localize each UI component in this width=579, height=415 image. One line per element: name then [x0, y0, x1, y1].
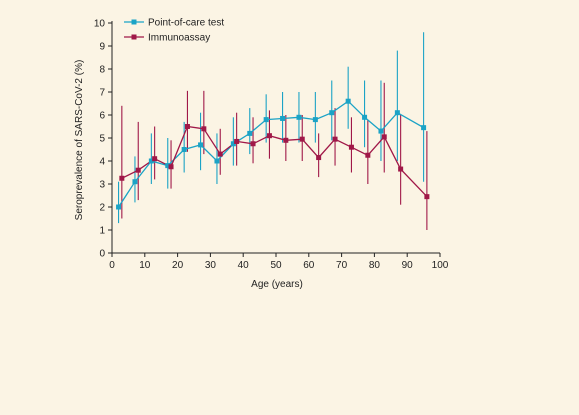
point-of-care-test-point: [214, 158, 220, 164]
point-of-care-test-point: [148, 158, 154, 164]
y-tick-label: 1: [99, 226, 105, 237]
point-of-care-test-point: [198, 142, 204, 148]
immunoassay-point: [283, 137, 289, 143]
immunoassay-point: [184, 124, 190, 129]
point-of-care-test-point: [394, 110, 400, 116]
point-of-care-test-point: [181, 147, 187, 152]
x-tick-label: 100: [432, 260, 449, 271]
data-markers: [116, 98, 430, 210]
point-of-care-test-point: [280, 115, 286, 121]
x-tick-label: 90: [402, 260, 414, 271]
y-tick-label: 5: [99, 134, 105, 145]
immunoassay-point: [348, 144, 354, 150]
immunoassay-point: [234, 138, 240, 144]
point-of-care-test-point: [230, 141, 236, 147]
y-tick-label: 0: [99, 249, 105, 260]
y-tick-label: 9: [99, 42, 105, 53]
point-of-care-test-point: [378, 128, 384, 134]
point-of-care-test-point: [421, 125, 427, 131]
point-of-care-test-point: [165, 163, 171, 169]
immunoassay-point: [168, 164, 174, 170]
immunoassay-point: [119, 175, 125, 181]
immunoassay-point: [299, 136, 305, 142]
y-tick-label: 7: [99, 88, 105, 99]
immunoassay-point: [381, 134, 387, 140]
legend-label-immunoassay: Immunoassay: [148, 33, 210, 44]
immunoassay-point: [266, 133, 272, 139]
point-of-care-test-point: [329, 110, 335, 116]
x-tick-label: 80: [369, 260, 381, 271]
immunoassay-point: [152, 156, 158, 162]
point-of-care-test-point: [132, 179, 138, 185]
immunoassay-point: [201, 126, 207, 132]
point-of-care-test-point: [345, 98, 351, 104]
legend-marker-point-of-care-test: [131, 19, 137, 25]
x-tick-label: 40: [238, 260, 250, 271]
x-tick-label: 60: [303, 260, 315, 271]
immunoassay-point: [424, 194, 430, 200]
point-of-care-test-point: [116, 204, 122, 210]
x-tick-label: 70: [336, 260, 348, 271]
x-axis-label: Age (years): [251, 279, 303, 290]
y-tick-label: 2: [99, 203, 105, 214]
legend-marker-immunoassay: [131, 34, 137, 40]
x-tick-label: 30: [205, 260, 217, 271]
immunoassay-point: [365, 152, 371, 158]
x-tick-label: 50: [270, 260, 282, 271]
y-tick-label: 4: [99, 157, 105, 168]
immunoassay-point: [217, 151, 223, 157]
immunoassay-point: [332, 136, 338, 142]
y-axis-label: Seroprevalence of SARS-CoV-2 (%): [74, 60, 85, 221]
point-of-care-test-point: [247, 130, 253, 136]
immunoassay-point: [316, 155, 322, 161]
x-tick-label: 10: [139, 260, 151, 271]
y-tick-label: 10: [94, 19, 106, 30]
legend-label-point-of-care-test: Point-of-care test: [148, 18, 224, 29]
immunoassay-point: [135, 167, 141, 173]
point-of-care-test-point: [263, 117, 269, 123]
legend: Point-of-care test Immunoassay: [124, 18, 224, 44]
y-tick-label: 3: [99, 180, 105, 191]
y-tick-label: 6: [99, 111, 105, 122]
point-of-care-test-point: [296, 114, 302, 120]
point-of-care-test-point: [362, 114, 368, 120]
x-tick-label: 0: [109, 260, 115, 271]
point-of-care-test-point: [312, 117, 318, 123]
y-tick-label: 8: [99, 65, 105, 76]
point-of-care-test-line: [118, 100, 424, 208]
immunoassay-point: [250, 141, 256, 147]
immunoassay-point: [398, 166, 404, 172]
x-tick-label: 20: [172, 260, 184, 271]
